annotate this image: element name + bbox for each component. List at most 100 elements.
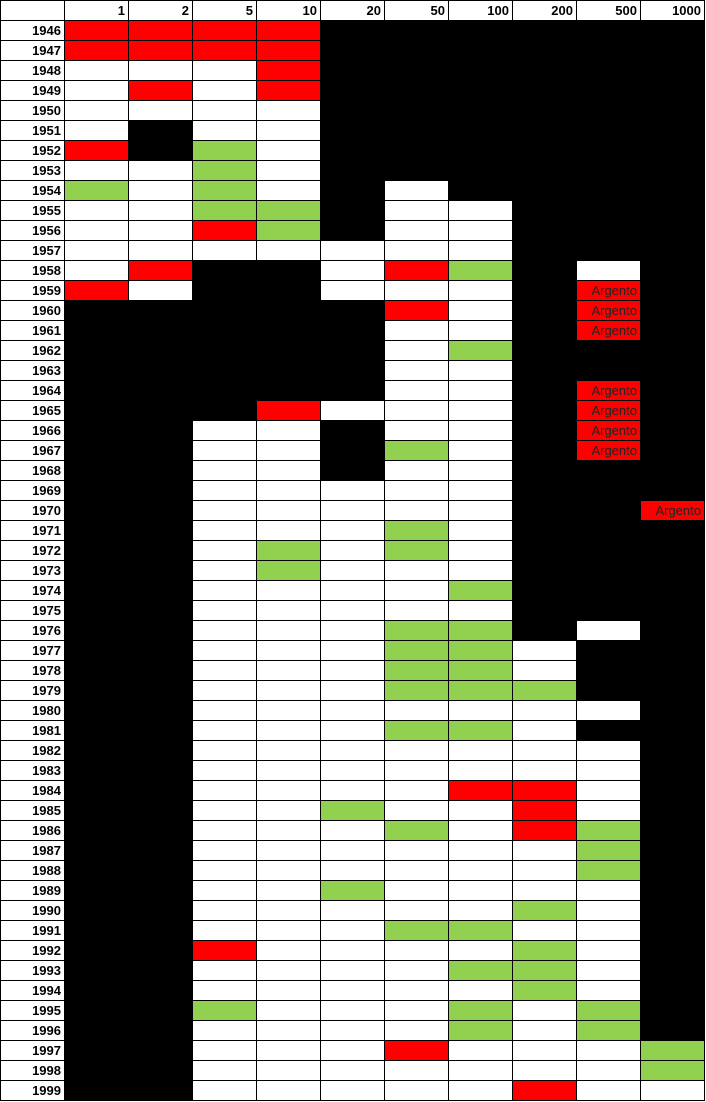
- color-cell: [257, 721, 321, 741]
- color-cell: [513, 1061, 577, 1081]
- color-cell: [193, 321, 257, 341]
- color-cell: [449, 661, 513, 681]
- color-cell: [449, 401, 513, 421]
- color-cell: [257, 761, 321, 781]
- color-cell: [129, 601, 193, 621]
- labeled-cell: Argento: [577, 441, 641, 461]
- labeled-cell: Argento: [577, 301, 641, 321]
- color-cell: [641, 1041, 705, 1061]
- color-cell: [577, 681, 641, 701]
- color-cell: [513, 401, 577, 421]
- color-cell: [385, 441, 449, 461]
- color-cell: [257, 581, 321, 601]
- color-cell: [321, 41, 385, 61]
- year-cell: 1954: [1, 181, 65, 201]
- color-cell: [129, 341, 193, 361]
- color-cell: [385, 221, 449, 241]
- year-cell: 1955: [1, 201, 65, 221]
- year-cell: 1990: [1, 901, 65, 921]
- color-cell: [513, 461, 577, 481]
- color-cell: [577, 861, 641, 881]
- color-cell: [65, 981, 129, 1001]
- color-cell: [193, 381, 257, 401]
- color-cell: [257, 81, 321, 101]
- color-cell: [129, 881, 193, 901]
- color-cell: [257, 921, 321, 941]
- color-cell: [641, 541, 705, 561]
- color-cell: [385, 1081, 449, 1101]
- color-cell: [641, 101, 705, 121]
- color-cell: [257, 461, 321, 481]
- color-cell: [129, 221, 193, 241]
- color-cell: [129, 261, 193, 281]
- color-cell: [385, 681, 449, 701]
- color-cell: [641, 881, 705, 901]
- color-cell: [449, 121, 513, 141]
- color-cell: [129, 1001, 193, 1021]
- color-cell: [513, 741, 577, 761]
- color-cell: [641, 861, 705, 881]
- color-cell: [129, 801, 193, 821]
- color-cell: [257, 321, 321, 341]
- color-cell: [193, 621, 257, 641]
- color-cell: [193, 881, 257, 901]
- color-cell: [65, 201, 129, 221]
- color-cell: [257, 981, 321, 1001]
- color-cell: [321, 661, 385, 681]
- color-cell: [129, 301, 193, 321]
- color-cell: [129, 861, 193, 881]
- color-cell: [65, 21, 129, 41]
- color-cell: [577, 761, 641, 781]
- color-cell: [641, 381, 705, 401]
- color-cell: [193, 21, 257, 41]
- color-cell: [577, 1001, 641, 1021]
- color-cell: [385, 361, 449, 381]
- color-cell: [129, 761, 193, 781]
- color-cell: [129, 621, 193, 641]
- color-cell: [129, 61, 193, 81]
- color-cell: [513, 581, 577, 601]
- column-header: 2: [129, 1, 193, 21]
- color-cell: [193, 961, 257, 981]
- color-cell: [65, 681, 129, 701]
- color-cell: [449, 521, 513, 541]
- year-cell: 1947: [1, 41, 65, 61]
- color-cell: [449, 501, 513, 521]
- color-cell: [513, 881, 577, 901]
- year-cell: 1967: [1, 441, 65, 461]
- color-cell: [257, 201, 321, 221]
- color-cell: [449, 1021, 513, 1041]
- color-cell: [321, 861, 385, 881]
- color-cell: [385, 161, 449, 181]
- color-cell: [385, 721, 449, 741]
- color-cell: [129, 481, 193, 501]
- color-cell: [577, 361, 641, 381]
- color-cell: [449, 241, 513, 261]
- color-cell: [129, 21, 193, 41]
- color-cell: [449, 801, 513, 821]
- color-cell: [193, 1081, 257, 1101]
- color-cell: [321, 21, 385, 41]
- color-cell: [385, 741, 449, 761]
- color-cell: [641, 341, 705, 361]
- color-cell: [321, 621, 385, 641]
- color-cell: [193, 501, 257, 521]
- color-cell: [65, 441, 129, 461]
- color-cell: [193, 981, 257, 1001]
- color-cell: [65, 121, 129, 141]
- color-cell: [65, 61, 129, 81]
- year-cell: 1960: [1, 301, 65, 321]
- color-cell: [65, 301, 129, 321]
- color-cell: [577, 721, 641, 741]
- color-cell: [513, 981, 577, 1001]
- color-cell: [449, 561, 513, 581]
- color-cell: [129, 961, 193, 981]
- color-cell: [577, 221, 641, 241]
- color-cell: [513, 821, 577, 841]
- color-cell: [65, 321, 129, 341]
- color-cell: [577, 541, 641, 561]
- year-cell: 1993: [1, 961, 65, 981]
- color-cell: [129, 901, 193, 921]
- color-cell: [513, 761, 577, 781]
- color-cell: [385, 981, 449, 1001]
